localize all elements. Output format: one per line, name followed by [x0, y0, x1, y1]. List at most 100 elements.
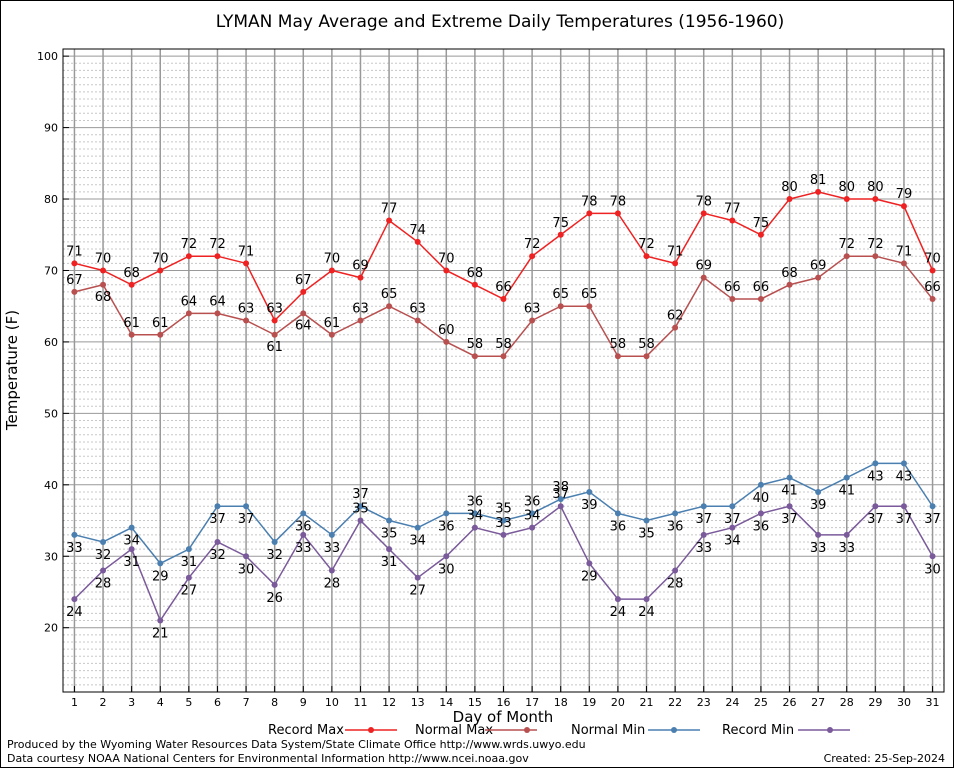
data-label: 61	[324, 316, 341, 331]
data-point	[414, 574, 421, 581]
data-point	[71, 260, 78, 267]
data-label: 34	[724, 534, 741, 549]
data-point	[557, 496, 564, 503]
x-tick-label: 20	[611, 696, 625, 709]
data-label: 70	[324, 251, 341, 266]
data-label: 34	[524, 509, 541, 524]
data-point	[100, 538, 107, 545]
x-tick-label: 7	[243, 696, 250, 709]
data-label: 72	[638, 237, 655, 252]
data-point	[300, 288, 307, 295]
data-label: 66	[753, 280, 770, 295]
data-label: 41	[838, 484, 855, 499]
data-point	[786, 281, 793, 288]
footer-created-date: Created: 25-Sep-2024	[824, 752, 945, 765]
data-point	[443, 338, 450, 345]
legend-item: Normal Max	[415, 723, 537, 738]
data-label: 62	[667, 309, 684, 324]
data-label: 33	[695, 541, 712, 556]
data-point	[414, 317, 421, 324]
data-point	[900, 203, 907, 210]
legend-item: Normal Min	[571, 723, 700, 738]
data-point	[271, 538, 278, 545]
data-point	[471, 510, 478, 517]
legend-label: Record Max	[268, 723, 344, 738]
data-point	[443, 553, 450, 560]
data-point	[157, 560, 164, 567]
data-point	[586, 560, 593, 567]
legend: Record Max Normal Max Normal Min Record Min	[268, 723, 850, 738]
x-tick-label: 23	[697, 696, 711, 709]
data-point	[786, 474, 793, 481]
data-label: 80	[838, 180, 855, 195]
data-point	[614, 510, 621, 517]
data-point	[185, 310, 192, 317]
data-label: 33	[66, 541, 83, 556]
data-label: 58	[638, 337, 655, 352]
data-label: 75	[552, 216, 569, 231]
data-label: 28	[95, 577, 112, 592]
data-label: 66	[724, 280, 741, 295]
data-label: 61	[266, 340, 283, 355]
data-label: 80	[867, 180, 884, 195]
data-label: 72	[838, 237, 855, 252]
x-tick-label: 10	[325, 696, 339, 709]
data-point	[786, 503, 793, 510]
data-label: 65	[552, 287, 569, 302]
y-tick-label: 80	[44, 193, 58, 206]
data-label: 31	[123, 555, 140, 570]
data-point	[700, 503, 707, 510]
legend-item: Record Max	[268, 723, 397, 738]
data-point	[757, 481, 764, 488]
data-point	[872, 196, 879, 203]
data-point	[471, 524, 478, 531]
data-label: 78	[610, 194, 627, 209]
data-point	[929, 296, 936, 303]
data-point	[128, 524, 135, 531]
x-tick-label: 12	[382, 696, 396, 709]
data-point	[529, 253, 536, 260]
data-label: 79	[896, 187, 913, 202]
data-point	[100, 281, 107, 288]
data-point	[529, 524, 536, 531]
data-label: 72	[524, 237, 541, 252]
x-tick-label: 25	[754, 696, 768, 709]
data-point	[557, 231, 564, 238]
data-point	[843, 253, 850, 260]
x-tick-label: 5	[185, 696, 192, 709]
data-point	[71, 531, 78, 538]
data-label: 37	[238, 512, 255, 527]
data-point	[700, 274, 707, 281]
data-label: 58	[610, 337, 627, 352]
data-point	[243, 553, 250, 560]
data-point	[815, 488, 822, 495]
x-tick-label: 17	[525, 696, 539, 709]
data-point	[557, 303, 564, 310]
data-label: 43	[867, 469, 884, 484]
data-label: 34	[123, 534, 140, 549]
data-label: 72	[867, 237, 884, 252]
x-axis-label: Day of Month	[453, 708, 554, 726]
x-tick-label: 27	[811, 696, 825, 709]
footer-produced-by: Produced by the Wyoming Water Resources …	[7, 738, 586, 751]
data-point	[700, 210, 707, 217]
data-label: 63	[352, 301, 369, 316]
x-tick-label: 21	[640, 696, 654, 709]
y-tick-label: 70	[44, 264, 58, 277]
x-tick-label: 14	[439, 696, 453, 709]
data-label: 37	[924, 512, 941, 527]
data-label: 78	[581, 194, 598, 209]
data-point	[443, 267, 450, 274]
data-point	[128, 331, 135, 338]
data-point	[729, 524, 736, 531]
data-point	[214, 253, 221, 260]
data-point	[300, 510, 307, 517]
data-point	[900, 460, 907, 467]
data-label: 70	[95, 251, 112, 266]
x-tick-label: 28	[840, 696, 854, 709]
y-tick-label: 40	[44, 479, 58, 492]
x-tick-label: 8	[271, 696, 278, 709]
data-label: 31	[181, 555, 198, 570]
data-label: 33	[838, 541, 855, 556]
